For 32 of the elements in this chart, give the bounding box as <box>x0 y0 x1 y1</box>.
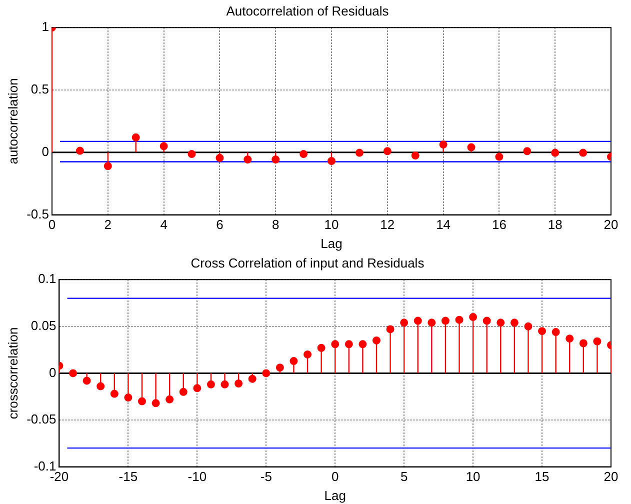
x-tick-label: 6 <box>216 217 224 232</box>
x-tick-label: -10 <box>188 469 207 484</box>
chart-title: Autocorrelation of Residuals <box>226 3 390 18</box>
x-tick-label: 20 <box>604 217 618 232</box>
x-tick-label: 5 <box>400 469 408 484</box>
x-axis-title: Lag <box>320 236 342 251</box>
x-tick-label: 2 <box>104 217 112 232</box>
x-tick-label: 10 <box>466 469 480 484</box>
x-tick-label: 4 <box>160 217 168 232</box>
chart-title: Cross Correlation of input and Residuals <box>190 255 425 270</box>
x-tick-label: 16 <box>492 217 506 232</box>
x-tick-label: -5 <box>260 469 272 484</box>
x-tick-label: -15 <box>118 469 138 484</box>
y-axis-title: crosscorrelation <box>5 327 20 420</box>
x-axis-title: Lag <box>324 488 346 503</box>
y-tick-label: -0.05 <box>26 412 56 427</box>
y-tick-label: 1 <box>42 19 49 34</box>
y-tick-label: 0.5 <box>30 82 49 97</box>
y-tick-label: 0.1 <box>38 271 56 286</box>
x-tick-label: 15 <box>534 469 550 484</box>
y-tick-label: 0 <box>42 144 49 159</box>
x-tick-label: 20 <box>604 469 618 484</box>
y-tick-label: -0.5 <box>26 206 49 222</box>
x-tick-label: 8 <box>272 217 280 232</box>
y-axis-title: autocorrelation <box>5 78 20 164</box>
x-tick-label: 10 <box>324 217 339 232</box>
y-tick-label: 0 <box>48 364 56 380</box>
x-tick-label: 12 <box>380 217 395 232</box>
x-tick-label: 18 <box>548 217 562 232</box>
x-tick-label: 0 <box>332 469 339 484</box>
x-tick-label: 14 <box>436 217 451 232</box>
y-tick-label: 0.05 <box>30 318 56 333</box>
